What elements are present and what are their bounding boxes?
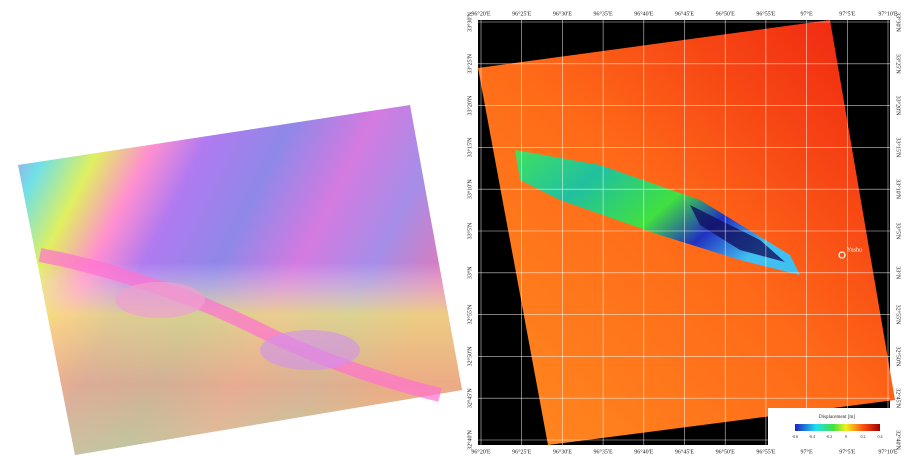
top-label: 96°30'E: [553, 10, 572, 17]
bottom-label: 96°35'E: [594, 448, 613, 455]
left-label: 32°50'N: [466, 346, 473, 366]
right-label: 32°50'N: [895, 346, 902, 366]
legend-tick-label: 0.2: [861, 434, 866, 439]
legend-tick-label: -0.6: [792, 434, 798, 439]
top-label: 96°45'E: [675, 10, 694, 17]
bottom-label: 96°25'E: [512, 448, 531, 455]
bottom-label: 96°40'E: [634, 448, 653, 455]
right-label: 32°55'N: [895, 305, 902, 325]
left-label: 32°40'N: [466, 429, 473, 449]
right-label: 33°20'N: [895, 96, 902, 116]
left-label: 33°15'N: [466, 137, 473, 157]
legend-title: Displacement [m]: [819, 415, 855, 420]
bottom-label: 97°5'E: [839, 448, 855, 455]
colorbar: [795, 424, 880, 431]
top-label: 96°40'E: [634, 10, 653, 17]
bottom-label: 96°20'E: [471, 448, 490, 455]
left-label: 33°20'N: [466, 95, 473, 115]
left-label: 33°5'N: [466, 222, 473, 239]
legend-tick-label: -0.2: [826, 434, 832, 439]
left-label: 33°10'N: [466, 179, 473, 199]
right-label: 33°30'N: [895, 12, 902, 32]
top-label: 97°10'E: [878, 10, 897, 17]
left-label: 33°N: [466, 266, 473, 279]
fault-core: [690, 205, 785, 262]
place-marker: [838, 251, 846, 259]
top-label: 96°20'E: [471, 10, 490, 17]
bottom-label: 96°50'E: [716, 448, 735, 455]
top-label: 97°E: [801, 10, 813, 17]
legend-box: [768, 408, 905, 456]
left-label: 32°45'N: [466, 388, 473, 408]
right-label: 33°10'N: [895, 179, 902, 199]
right-label: 33°25'N: [895, 54, 902, 74]
left-label: 32°55'N: [466, 304, 473, 324]
fringe: [115, 282, 205, 318]
left-label: 33°25'N: [466, 53, 473, 73]
right-label: 33°5'N: [895, 223, 902, 240]
interferogram-overlay: [18, 105, 462, 455]
legend-tick-label: 0.4: [878, 434, 883, 439]
bottom-label: 97°10'E: [878, 448, 897, 455]
bottom-label: 96°55'E: [756, 448, 775, 455]
right-label: 32°40'N: [895, 430, 902, 450]
bottom-label: 96°45'E: [675, 448, 694, 455]
right-label: 33°15'N: [895, 137, 902, 157]
bottom-label: 96°30'E: [553, 448, 572, 455]
right-label: 32°45'N: [895, 388, 902, 408]
top-label: 96°50'E: [716, 10, 735, 17]
left-label: 33°30'N: [466, 11, 473, 31]
bottom-label: 97°E: [801, 448, 813, 455]
fault-deformation: [515, 150, 800, 275]
top-label: 96°35'E: [594, 10, 613, 17]
legend-tick-label: -0.4: [809, 434, 815, 439]
top-label: 96°25'E: [512, 10, 531, 17]
right-label: 33°N: [895, 266, 902, 279]
legend-tick-label: 0: [845, 434, 847, 439]
place-label: Yushu: [847, 247, 862, 253]
top-label: 97°5'E: [839, 10, 855, 17]
top-label: 96°55'E: [756, 10, 775, 17]
fringe: [38, 248, 442, 402]
fringe: [260, 330, 360, 370]
